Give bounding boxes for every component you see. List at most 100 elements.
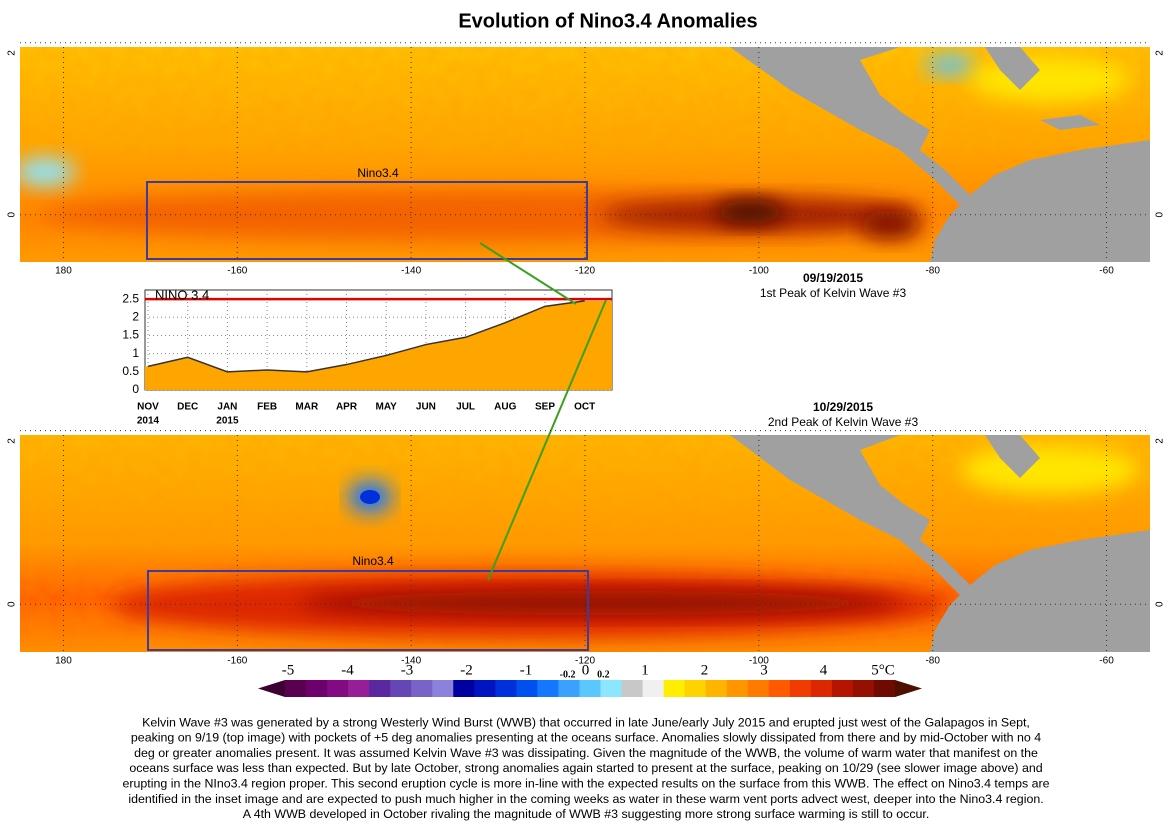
x-tick-label: OCT [574,402,595,413]
colorbar-tick-label: -3 [401,662,414,678]
colorbar-box [495,680,517,697]
colorbar-tick-label: -0.2 [560,669,576,680]
colorbar-tick-label: -4 [341,662,354,678]
colorbar-box [705,680,728,697]
colorbar-box [873,680,896,697]
colorbar-box [663,680,686,697]
lon-tick-label: -100 [749,656,769,667]
lon-tick-label: -80 [925,656,940,667]
x-tick-label: SEP [535,402,555,413]
description-line: deg or greater anomalies present. It was… [134,746,1038,760]
colorbar-box [432,680,454,697]
colorbar-end [895,680,922,697]
region-label: Nino3.4 [357,166,399,180]
lon-tick-label: 180 [55,266,72,277]
description: Kelvin Wave #3 was generated by a strong… [122,715,1049,821]
colorbar-box [600,680,623,697]
colorbar-box [516,680,538,697]
lat-tick-label: 0 [7,211,18,217]
connector [479,242,577,305]
lat-tick-label: 2 [7,438,18,444]
colorbar-box [852,680,875,697]
colorbar-box [768,680,791,697]
x-tick-label: JAN [217,402,237,413]
lon-tick-label: -120 [575,266,595,277]
colorbar-tick-label: 1 [641,662,649,678]
colorbar-box [579,680,602,697]
inset-title: NINO 3.4 [155,287,209,302]
lon-tick-label: -80 [925,266,940,277]
x-tick-label: AUG [494,402,516,413]
colorbar-box [537,680,559,697]
colorbar-tick-label: -2 [460,662,473,678]
connector [487,299,607,581]
lon-tick-label: -100 [749,266,769,277]
year-label: 2015 [216,416,239,427]
map-caption: 2nd Peak of Kelvin Wave #3 [768,415,919,429]
map-bottom [20,435,1150,652]
x-tick-label: NOV [137,402,159,413]
map-caption: 1st Peak of Kelvin Wave #3 [760,286,907,300]
y-tick-label: 0 [132,382,139,396]
map-axes: 180 -160 -140 -120 -100 -80 -60 2 2 0 0 180 -160 -140… [7,42,1166,667]
colorbar-box [306,680,328,697]
colorbar-tick-label: -1 [520,662,533,678]
colorbar-tick-label: -5 [282,662,295,678]
area [145,300,612,390]
colorbar-box [621,680,644,697]
page-title: Evolution of Nino3.4 Anomalies [458,10,757,32]
colorbar-box [285,680,307,697]
lat-tick-label: 0 [1155,211,1166,217]
lat-tick-label: 0 [7,601,18,607]
x-tick-label: JUL [456,402,475,413]
colorbar-box [642,680,665,697]
x-tick-label: MAY [376,402,398,413]
colorbar-tick-label: 4 [820,662,828,678]
colorbar-box [327,680,349,697]
colorbar-box [369,680,391,697]
lat-tick-label: 2 [7,50,18,56]
colorbar-tick-label: 2 [701,662,709,678]
lon-tick-label: 180 [55,656,72,667]
description-line: oceans surface was less than expected. B… [129,761,1042,775]
x-tick-label: DEC [177,402,198,413]
colorbar-tick-label: 5°C [871,662,895,678]
colorbar-box [411,680,433,697]
y-tick-label: 0.5 [122,364,139,378]
description-line: peaking on 9/19 (top image) with pockets… [131,731,1041,745]
lon-tick-label: -160 [227,656,247,667]
lon-tick-label: -140 [401,656,421,667]
lat-tick-label: 2 [1155,438,1166,444]
colorbar-box [747,680,770,697]
colorbar-box [789,680,812,697]
x-tick-label: MAR [295,402,319,413]
colorbar-box [348,680,370,697]
x-tick-label: APR [336,402,358,413]
description-line: identified in the inset image and are ex… [128,792,1043,806]
colorbar-tick-label: 3 [760,662,768,678]
map-top [20,47,1150,262]
colorbar-tick-label: 0 [582,662,590,678]
y-tick-label: 1.5 [122,328,139,342]
lon-tick-label: -60 [1099,266,1114,277]
colorbar-box [810,680,833,697]
colorbar-box [558,680,580,697]
colorbar: -5 -4 -3 -2 -1 -0.2 0 0.2 1 2 3 4 5°C [258,662,922,697]
x-tick-label: JUN [416,402,436,413]
lon-tick-label: -60 [1099,656,1114,667]
region-label: Nino3.4 [352,554,394,568]
x-tick-label: FEB [257,402,277,413]
lat-tick-label: 0 [1155,601,1166,607]
y-tick-label: 2.5 [122,291,139,305]
map-date: 10/29/2015 [813,400,873,414]
line [147,300,585,373]
colorbar-box [390,680,412,697]
colorbar-box [453,680,475,697]
lon-tick-label: -120 [575,656,595,667]
inset-chart: 0 0.5 1 1.5 2 2.5 NOV 2014 DEC JAN 2015 FEB MAR APR MA… [122,290,612,427]
description-line: A 4th WWB developed in October rivaling … [243,807,930,821]
description-line: Kelvin Wave #3 was generated by a strong… [142,715,1030,729]
colorbar-box [726,680,749,697]
lon-tick-label: -160 [227,266,247,277]
